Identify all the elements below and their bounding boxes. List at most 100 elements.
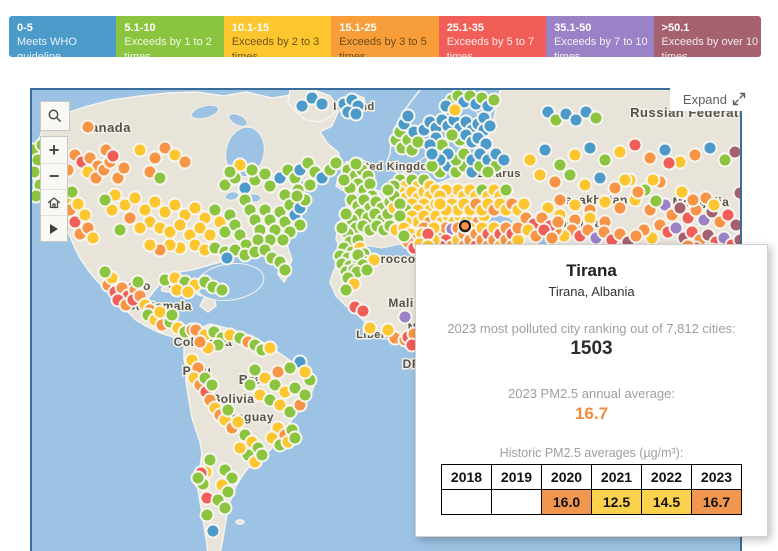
city-dot[interactable]	[287, 380, 303, 396]
city-dot[interactable]	[142, 237, 158, 253]
city-dot[interactable]	[104, 202, 120, 218]
city-dot[interactable]	[592, 170, 608, 186]
selected-city-marker[interactable]	[458, 219, 472, 233]
city-dot[interactable]	[727, 144, 741, 160]
city-dot[interactable]	[544, 230, 560, 246]
city-dot[interactable]	[720, 207, 736, 223]
city-dot[interactable]	[190, 470, 206, 486]
city-dot[interactable]	[77, 207, 93, 223]
city-dot[interactable]	[257, 370, 273, 386]
city-dot[interactable]	[177, 154, 193, 170]
city-dot[interactable]	[157, 140, 173, 156]
zoom-out-button[interactable]: −	[41, 163, 67, 189]
city-dot[interactable]	[147, 194, 163, 210]
city-dot[interactable]	[282, 360, 298, 376]
city-dot[interactable]	[338, 206, 354, 222]
city-dot[interactable]	[157, 204, 173, 220]
city-dot[interactable]	[597, 152, 613, 168]
city-dot[interactable]	[567, 197, 583, 213]
legend-segment[interactable]: 15.1-25 Exceeds by 3 to 5 times	[331, 16, 439, 57]
legend-segment[interactable]: 10.1-15 Exceeds by 2 to 3 times	[223, 16, 332, 57]
city-dot[interactable]	[214, 282, 230, 298]
city-dot[interactable]	[247, 362, 263, 378]
city-dot[interactable]	[597, 194, 613, 210]
city-dot[interactable]	[400, 108, 416, 124]
city-dot[interactable]	[522, 152, 538, 168]
city-dot[interactable]	[410, 134, 426, 150]
city-dot[interactable]	[336, 172, 352, 188]
city-dot[interactable]	[552, 157, 568, 173]
city-dot[interactable]	[202, 227, 218, 243]
city-dot[interactable]	[167, 147, 183, 163]
city-dot[interactable]	[116, 160, 132, 176]
city-dot[interactable]	[532, 167, 548, 183]
city-dot[interactable]	[396, 228, 412, 244]
city-dot[interactable]	[582, 140, 598, 156]
city-dot[interactable]	[292, 217, 308, 233]
city-dot[interactable]	[480, 164, 496, 180]
city-dot[interactable]	[222, 164, 238, 180]
city-dot[interactable]	[192, 334, 208, 350]
legend-segment[interactable]: >50.1 Exceeds by over 10 times	[653, 16, 761, 57]
city-dot[interactable]	[424, 146, 440, 162]
city-dot[interactable]	[147, 150, 163, 166]
city-dot[interactable]	[164, 307, 180, 323]
city-dot[interactable]	[152, 170, 168, 186]
city-dot[interactable]	[567, 147, 583, 163]
city-dot[interactable]	[612, 144, 628, 160]
city-dot[interactable]	[334, 220, 350, 236]
city-dot[interactable]	[362, 320, 378, 336]
city-dot[interactable]	[277, 262, 293, 278]
home-button[interactable]	[41, 189, 67, 215]
city-dot[interactable]	[628, 228, 644, 244]
city-dot[interactable]	[668, 220, 684, 236]
city-dot[interactable]	[496, 152, 512, 168]
city-dot[interactable]	[550, 214, 566, 230]
city-dot[interactable]	[516, 196, 532, 212]
city-dot[interactable]	[254, 447, 270, 463]
city-dot[interactable]	[728, 217, 741, 233]
city-dot[interactable]	[648, 193, 664, 209]
city-dot[interactable]	[627, 137, 643, 153]
city-dot[interactable]	[219, 250, 235, 266]
city-dot[interactable]	[80, 119, 96, 135]
city-dot[interactable]	[314, 96, 330, 112]
city-dot[interactable]	[482, 118, 498, 134]
city-dot[interactable]	[645, 172, 661, 188]
city-dot[interactable]	[262, 340, 278, 356]
city-dot[interactable]	[205, 523, 221, 539]
city-dot[interactable]	[230, 414, 246, 430]
city-dot[interactable]	[657, 142, 673, 158]
city-dot[interactable]	[130, 274, 146, 290]
legend-segment[interactable]: 5.1-10 Exceeds by 1 to 2 times	[116, 16, 224, 57]
city-dot[interactable]	[630, 184, 646, 200]
city-dot[interactable]	[642, 150, 658, 166]
city-dot[interactable]	[287, 430, 303, 446]
city-dot[interactable]	[577, 177, 593, 193]
city-dot[interactable]	[127, 190, 143, 206]
city-dot[interactable]	[348, 156, 364, 172]
city-dot[interactable]	[348, 106, 364, 122]
expand-button[interactable]: Expand	[670, 87, 748, 111]
city-dot[interactable]	[444, 127, 460, 143]
city-dot[interactable]	[199, 507, 215, 523]
city-dot[interactable]	[397, 309, 413, 325]
city-dot[interactable]	[328, 155, 344, 171]
city-dot[interactable]	[85, 230, 101, 246]
city-dot[interactable]	[217, 224, 233, 240]
city-dot[interactable]	[232, 440, 248, 456]
city-dot[interactable]	[232, 157, 248, 173]
city-dot[interactable]	[432, 196, 448, 212]
city-dot[interactable]	[172, 217, 188, 233]
city-dot[interactable]	[732, 185, 741, 201]
city-dot[interactable]	[498, 182, 514, 198]
city-dot[interactable]	[674, 184, 690, 200]
city-dot[interactable]	[262, 178, 278, 194]
city-dot[interactable]	[661, 155, 677, 171]
city-dot[interactable]	[338, 282, 354, 298]
legend-segment[interactable]: 25.1-35 Exceeds by 5 to 7 times	[438, 16, 547, 57]
city-dot[interactable]	[732, 232, 741, 248]
city-dot[interactable]	[220, 484, 236, 500]
city-dot[interactable]	[294, 98, 310, 114]
city-dot[interactable]	[687, 147, 703, 163]
